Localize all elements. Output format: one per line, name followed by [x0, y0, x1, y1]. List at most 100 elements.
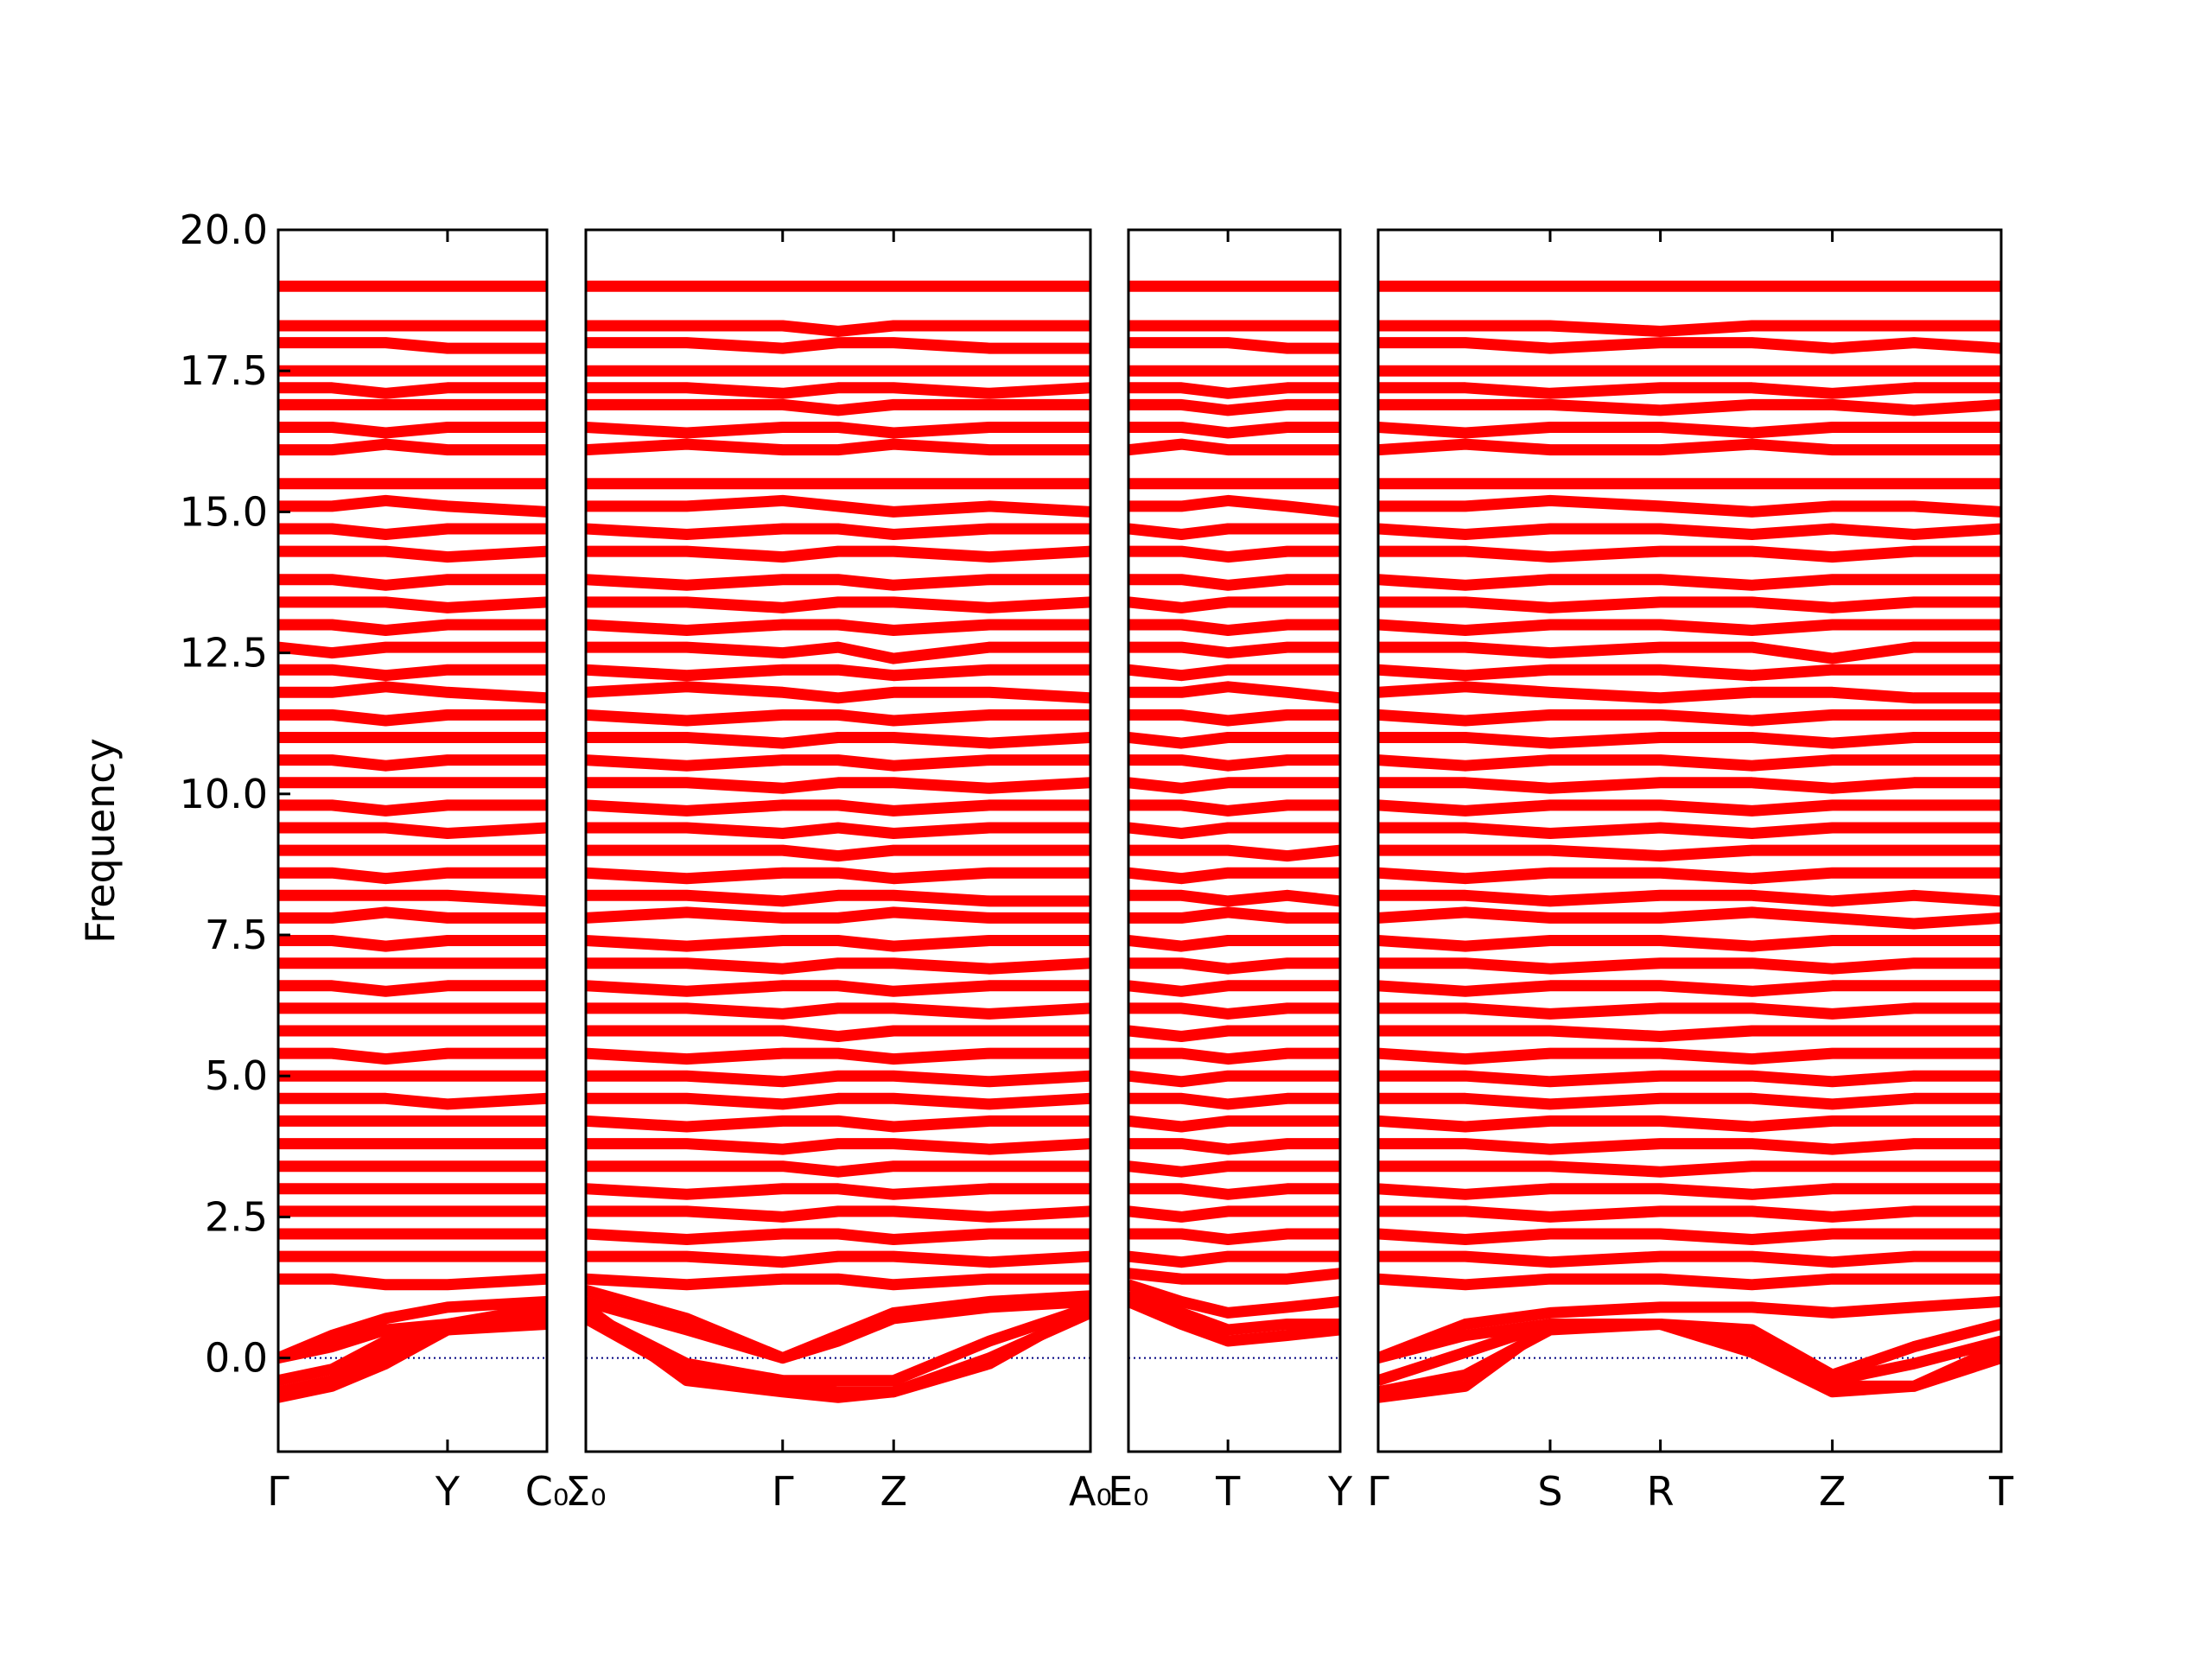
band	[586, 337, 1090, 354]
band	[1128, 574, 1340, 591]
band	[1128, 1138, 1340, 1155]
band	[1128, 619, 1340, 636]
panel-frame	[1376, 228, 2003, 1453]
band	[1128, 641, 1340, 659]
band	[586, 1160, 1090, 1178]
band	[586, 844, 1090, 862]
y-tick-label: 15.0	[180, 488, 268, 535]
band	[1128, 844, 1340, 862]
y-axis-label: Frequency	[77, 738, 124, 944]
band	[1128, 1268, 1340, 1285]
band	[278, 337, 547, 354]
band	[278, 867, 547, 885]
y-tick-label: 5.0	[205, 1052, 268, 1099]
band	[586, 822, 1090, 839]
panel-frame	[584, 228, 1092, 1453]
band	[278, 822, 547, 839]
band	[586, 1115, 1090, 1133]
band	[278, 1319, 547, 1403]
x-tick-label: C₀	[525, 1468, 569, 1515]
plot-area	[1128, 280, 1340, 1359]
band	[278, 422, 547, 439]
band	[586, 709, 1090, 727]
band	[1378, 935, 2001, 952]
band	[1378, 709, 2001, 727]
band	[1378, 980, 2001, 997]
band	[586, 1002, 1090, 1020]
band	[1378, 1205, 2001, 1223]
x-tick-label: Γ	[267, 1468, 289, 1515]
band	[586, 382, 1090, 399]
plot-area	[278, 280, 547, 1403]
band	[1378, 664, 2001, 682]
band	[586, 574, 1090, 591]
band	[586, 906, 1090, 924]
band	[1378, 422, 2001, 439]
band	[1128, 754, 1340, 772]
band	[586, 754, 1090, 772]
band	[1378, 822, 2001, 839]
band	[586, 1025, 1090, 1042]
band	[586, 596, 1090, 613]
x-tick-label: Y	[1327, 1468, 1353, 1515]
band	[1128, 799, 1340, 817]
band	[1378, 799, 2001, 817]
band	[586, 957, 1090, 975]
y-tick-label: 7.5	[205, 912, 268, 958]
band	[1128, 545, 1340, 563]
band	[1378, 754, 2001, 772]
band	[1128, 980, 1340, 997]
band	[1378, 732, 2001, 749]
band	[1378, 1273, 2001, 1291]
band	[1378, 1115, 2001, 1133]
band	[1378, 889, 2001, 907]
x-tick-label: T	[1988, 1468, 2014, 1515]
band	[1128, 398, 1340, 416]
band	[1128, 422, 1340, 439]
band	[586, 980, 1090, 997]
band	[1128, 438, 1340, 456]
band	[586, 641, 1090, 664]
band	[1128, 1205, 1340, 1223]
band	[586, 1302, 1090, 1403]
band	[278, 494, 547, 518]
band	[1128, 681, 1340, 704]
band	[278, 709, 547, 727]
band	[278, 596, 547, 613]
band	[278, 1295, 547, 1363]
band	[1378, 957, 2001, 975]
band	[1378, 545, 2001, 563]
panel-frame	[276, 228, 549, 1453]
band	[586, 545, 1090, 563]
band	[1128, 957, 1340, 975]
band	[1378, 494, 2001, 518]
plot-area	[586, 280, 1090, 1403]
band	[1378, 867, 2001, 885]
band	[278, 754, 547, 772]
y-tick-label: 10.0	[180, 771, 268, 817]
band	[1128, 1047, 1340, 1065]
band	[1128, 1160, 1340, 1178]
band	[1378, 1295, 2001, 1363]
band	[278, 545, 547, 563]
band	[1378, 320, 2001, 337]
band	[1128, 1296, 1340, 1347]
band	[1128, 1290, 1340, 1336]
band	[586, 523, 1090, 540]
band	[586, 732, 1090, 749]
band	[586, 494, 1090, 518]
band	[586, 664, 1090, 682]
band	[1378, 1070, 2001, 1088]
band	[1128, 935, 1340, 952]
x-tick-label: Y	[435, 1468, 461, 1515]
band	[1128, 523, 1340, 540]
panel-frame	[1127, 228, 1342, 1453]
band	[278, 980, 547, 997]
band	[278, 906, 547, 924]
band	[278, 889, 547, 907]
band	[278, 641, 547, 659]
band	[1378, 1047, 2001, 1065]
band	[1378, 438, 2001, 456]
band	[1378, 1092, 2001, 1110]
band	[278, 438, 547, 456]
